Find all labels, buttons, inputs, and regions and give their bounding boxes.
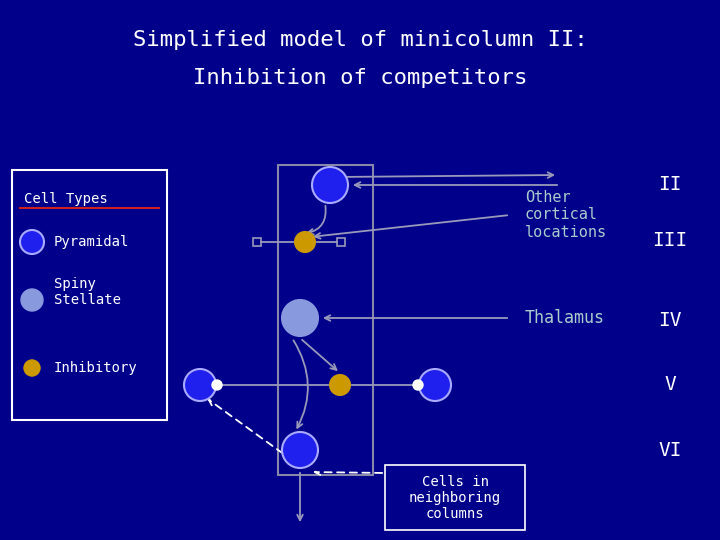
Circle shape (20, 230, 44, 254)
Bar (337, 238, 345, 246)
Circle shape (212, 380, 222, 390)
Circle shape (184, 369, 216, 401)
Text: Simplified model of minicolumn II:: Simplified model of minicolumn II: (132, 30, 588, 50)
Circle shape (282, 300, 318, 336)
Bar (12, 170, 167, 420)
Bar (385, 465, 525, 530)
Circle shape (282, 432, 318, 468)
Circle shape (413, 380, 423, 390)
Text: III: III (652, 231, 688, 249)
Circle shape (21, 289, 43, 311)
Text: Thalamus: Thalamus (525, 309, 605, 327)
Circle shape (330, 375, 350, 395)
Circle shape (419, 369, 451, 401)
Text: VI: VI (658, 441, 682, 460)
Text: Inhibitory: Inhibitory (54, 361, 138, 375)
Text: Cell Types: Cell Types (24, 192, 108, 206)
Text: V: V (664, 375, 676, 395)
Text: Cells in
neighboring
columns: Cells in neighboring columns (409, 475, 501, 522)
Text: Spiny
Stellate: Spiny Stellate (54, 277, 121, 307)
Text: II: II (658, 176, 682, 194)
Text: Pyramidal: Pyramidal (54, 235, 130, 249)
Circle shape (312, 167, 348, 203)
Circle shape (24, 360, 40, 376)
Circle shape (295, 232, 315, 252)
Bar (253, 238, 261, 246)
Text: Inhibition of competitors: Inhibition of competitors (193, 68, 527, 88)
Text: IV: IV (658, 310, 682, 329)
Text: Other
cortical
locations: Other cortical locations (525, 190, 607, 240)
